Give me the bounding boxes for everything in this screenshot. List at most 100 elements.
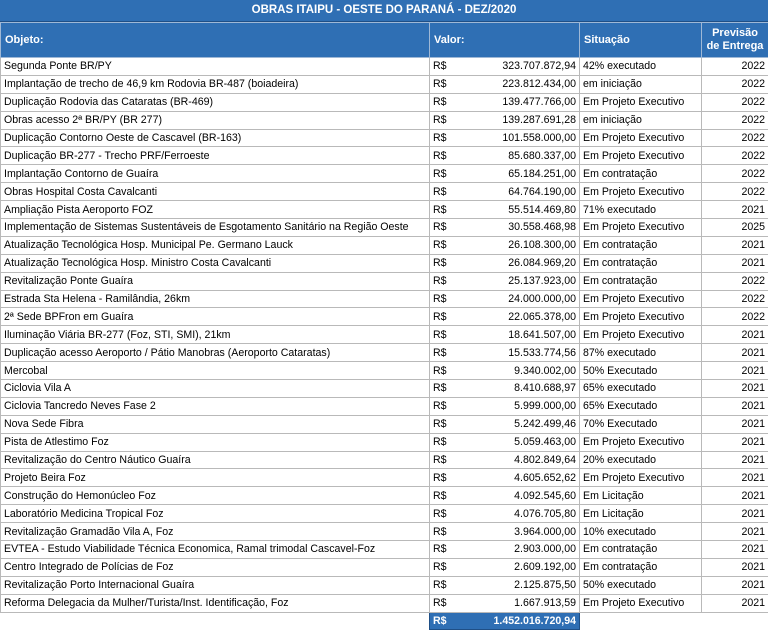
valor-cell[interactable]: 139.477.766,00 bbox=[478, 93, 580, 111]
valor-cell[interactable]: 5.242.499,46 bbox=[478, 415, 580, 433]
currency-cell[interactable]: R$ bbox=[430, 201, 478, 219]
objeto-cell[interactable]: Obras acesso 2ª BR/PY (BR 277) bbox=[1, 111, 430, 129]
situacao-cell[interactable]: Em contratação bbox=[580, 236, 702, 254]
situacao-cell[interactable]: Em Projeto Executivo bbox=[580, 308, 702, 326]
valor-cell[interactable]: 4.605.652,62 bbox=[478, 469, 580, 487]
valor-cell[interactable]: 4.076.705,80 bbox=[478, 505, 580, 523]
previsao-cell[interactable]: 2022 bbox=[702, 165, 768, 183]
previsao-cell[interactable]: 2022 bbox=[702, 290, 768, 308]
valor-cell[interactable]: 4.802.849,64 bbox=[478, 451, 580, 469]
currency-cell[interactable]: R$ bbox=[430, 362, 478, 380]
total-currency-cell[interactable]: R$ bbox=[430, 612, 478, 629]
situacao-cell[interactable]: Em Projeto Executivo bbox=[580, 290, 702, 308]
currency-cell[interactable]: R$ bbox=[430, 380, 478, 398]
previsao-cell[interactable]: 2021 bbox=[702, 254, 768, 272]
situacao-cell[interactable]: em iniciação bbox=[580, 111, 702, 129]
header-situacao[interactable]: Situação bbox=[580, 23, 702, 58]
objeto-cell[interactable]: Construção do Hemonúcleo Foz bbox=[1, 487, 430, 505]
currency-cell[interactable]: R$ bbox=[430, 236, 478, 254]
currency-cell[interactable]: R$ bbox=[430, 219, 478, 237]
total-valor-cell[interactable]: 1.452.016.720,94 bbox=[478, 612, 580, 629]
previsao-cell[interactable]: 2021 bbox=[702, 362, 768, 380]
valor-cell[interactable]: 18.641.507,00 bbox=[478, 326, 580, 344]
objeto-cell[interactable]: Atualização Tecnológica Hosp. Ministro C… bbox=[1, 254, 430, 272]
situacao-cell[interactable]: Em Projeto Executivo bbox=[580, 93, 702, 111]
objeto-cell[interactable]: Centro Integrado de Polícias de Foz bbox=[1, 558, 430, 576]
currency-cell[interactable]: R$ bbox=[430, 75, 478, 93]
previsao-cell[interactable]: 2022 bbox=[702, 272, 768, 290]
objeto-cell[interactable]: Atualização Tecnológica Hosp. Municipal … bbox=[1, 236, 430, 254]
valor-cell[interactable]: 5.059.463,00 bbox=[478, 433, 580, 451]
objeto-cell[interactable]: Duplicação BR-277 - Trecho PRF/Ferroeste bbox=[1, 147, 430, 165]
currency-cell[interactable]: R$ bbox=[430, 254, 478, 272]
situacao-cell[interactable]: Em Projeto Executivo bbox=[580, 129, 702, 147]
objeto-cell[interactable]: Revitalização Porto Internacional Guaíra bbox=[1, 576, 430, 594]
objeto-cell[interactable]: Duplicação acesso Aeroporto / Pátio Mano… bbox=[1, 344, 430, 362]
currency-cell[interactable]: R$ bbox=[430, 415, 478, 433]
valor-cell[interactable]: 9.340.002,00 bbox=[478, 362, 580, 380]
valor-cell[interactable]: 101.558.000,00 bbox=[478, 129, 580, 147]
previsao-cell[interactable]: 2021 bbox=[702, 236, 768, 254]
previsao-cell[interactable]: 2021 bbox=[702, 415, 768, 433]
situacao-cell[interactable]: 50% executado bbox=[580, 576, 702, 594]
objeto-cell[interactable]: Estrada Sta Helena - Ramilândia, 26km bbox=[1, 290, 430, 308]
currency-cell[interactable]: R$ bbox=[430, 326, 478, 344]
currency-cell[interactable]: R$ bbox=[430, 308, 478, 326]
currency-cell[interactable]: R$ bbox=[430, 397, 478, 415]
situacao-cell[interactable]: Em Projeto Executivo bbox=[580, 219, 702, 237]
situacao-cell[interactable]: Em contratação bbox=[580, 541, 702, 559]
currency-cell[interactable]: R$ bbox=[430, 541, 478, 559]
currency-cell[interactable]: R$ bbox=[430, 523, 478, 541]
previsao-cell[interactable]: 2021 bbox=[702, 344, 768, 362]
valor-cell[interactable]: 26.108.300,00 bbox=[478, 236, 580, 254]
objeto-cell[interactable]: Ampliação Pista Aeroporto FOZ bbox=[1, 201, 430, 219]
valor-cell[interactable]: 5.999.000,00 bbox=[478, 397, 580, 415]
currency-cell[interactable]: R$ bbox=[430, 451, 478, 469]
valor-cell[interactable]: 15.533.774,56 bbox=[478, 344, 580, 362]
situacao-cell[interactable]: Em Licitação bbox=[580, 505, 702, 523]
valor-cell[interactable]: 55.514.469,80 bbox=[478, 201, 580, 219]
currency-cell[interactable]: R$ bbox=[430, 147, 478, 165]
previsao-cell[interactable]: 2021 bbox=[702, 576, 768, 594]
valor-cell[interactable]: 4.092.545,60 bbox=[478, 487, 580, 505]
valor-cell[interactable]: 223.812.434,00 bbox=[478, 75, 580, 93]
objeto-cell[interactable]: Obras Hospital Costa Cavalcanti bbox=[1, 183, 430, 201]
valor-cell[interactable]: 30.558.468,98 bbox=[478, 219, 580, 237]
previsao-cell[interactable]: 2022 bbox=[702, 75, 768, 93]
objeto-cell[interactable]: EVTEA - Estudo Viabilidade Técnica Econo… bbox=[1, 541, 430, 559]
situacao-cell[interactable]: 65% executado bbox=[580, 380, 702, 398]
previsao-cell[interactable]: 2021 bbox=[702, 326, 768, 344]
valor-cell[interactable]: 85.680.337,00 bbox=[478, 147, 580, 165]
valor-cell[interactable]: 26.084.969,20 bbox=[478, 254, 580, 272]
previsao-cell[interactable]: 2022 bbox=[702, 58, 768, 76]
previsao-cell[interactable]: 2022 bbox=[702, 147, 768, 165]
valor-cell[interactable]: 3.964.000,00 bbox=[478, 523, 580, 541]
situacao-cell[interactable]: Em contratação bbox=[580, 254, 702, 272]
currency-cell[interactable]: R$ bbox=[430, 505, 478, 523]
currency-cell[interactable]: R$ bbox=[430, 111, 478, 129]
currency-cell[interactable]: R$ bbox=[430, 272, 478, 290]
objeto-cell[interactable]: Implantação de trecho de 46,9 km Rodovia… bbox=[1, 75, 430, 93]
objeto-cell[interactable]: Implantação Contorno de Guaíra bbox=[1, 165, 430, 183]
objeto-cell[interactable]: Pista de Atlestimo Foz bbox=[1, 433, 430, 451]
valor-cell[interactable]: 24.000.000,00 bbox=[478, 290, 580, 308]
valor-cell[interactable]: 2.903.000,00 bbox=[478, 541, 580, 559]
header-objeto[interactable]: Objeto: bbox=[1, 23, 430, 58]
situacao-cell[interactable]: em iniciação bbox=[580, 75, 702, 93]
currency-cell[interactable]: R$ bbox=[430, 487, 478, 505]
objeto-cell[interactable]: Ciclovia Tancredo Neves Fase 2 bbox=[1, 397, 430, 415]
previsao-cell[interactable]: 2021 bbox=[702, 594, 768, 612]
previsao-cell[interactable]: 2021 bbox=[702, 487, 768, 505]
valor-cell[interactable]: 139.287.691,28 bbox=[478, 111, 580, 129]
previsao-cell[interactable]: 2022 bbox=[702, 93, 768, 111]
objeto-cell[interactable]: Segunda Ponte BR/PY bbox=[1, 58, 430, 76]
previsao-cell[interactable]: 2021 bbox=[702, 201, 768, 219]
currency-cell[interactable]: R$ bbox=[430, 93, 478, 111]
situacao-cell[interactable]: 42% executado bbox=[580, 58, 702, 76]
currency-cell[interactable]: R$ bbox=[430, 183, 478, 201]
previsao-cell[interactable]: 2022 bbox=[702, 111, 768, 129]
objeto-cell[interactable]: Iluminação Viária BR-277 (Foz, STI, SMI)… bbox=[1, 326, 430, 344]
currency-cell[interactable]: R$ bbox=[430, 433, 478, 451]
situacao-cell[interactable]: Em contratação bbox=[580, 558, 702, 576]
